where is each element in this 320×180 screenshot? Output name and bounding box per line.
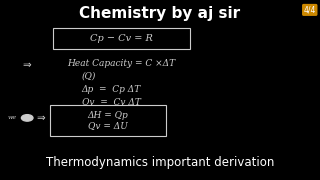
Text: Qv = ΔU: Qv = ΔU [88, 122, 128, 130]
Text: Qv  =  Cv ΔT: Qv = Cv ΔT [82, 97, 140, 106]
Text: Heat Capacity = C ×ΔT: Heat Capacity = C ×ΔT [67, 59, 175, 68]
Bar [50, 105, 166, 136]
Circle shape [21, 115, 33, 121]
Text: Thermodynamics important derivation: Thermodynamics important derivation [46, 156, 274, 169]
Text: Chemistry by aj sir: Chemistry by aj sir [79, 6, 241, 21]
Text: we: we [8, 115, 17, 120]
Text: ⇒: ⇒ [22, 60, 31, 70]
Text: ΔH = Qp: ΔH = Qp [88, 111, 128, 120]
Text: (Q): (Q) [82, 72, 96, 81]
Text: ⇒: ⇒ [37, 113, 45, 123]
Text: Cp − Cv = R: Cp − Cv = R [90, 34, 153, 43]
Text: Δp  =  Cp ΔT: Δp = Cp ΔT [82, 85, 141, 94]
Text: 4/4: 4/4 [304, 5, 316, 14]
Bar [53, 28, 190, 49]
